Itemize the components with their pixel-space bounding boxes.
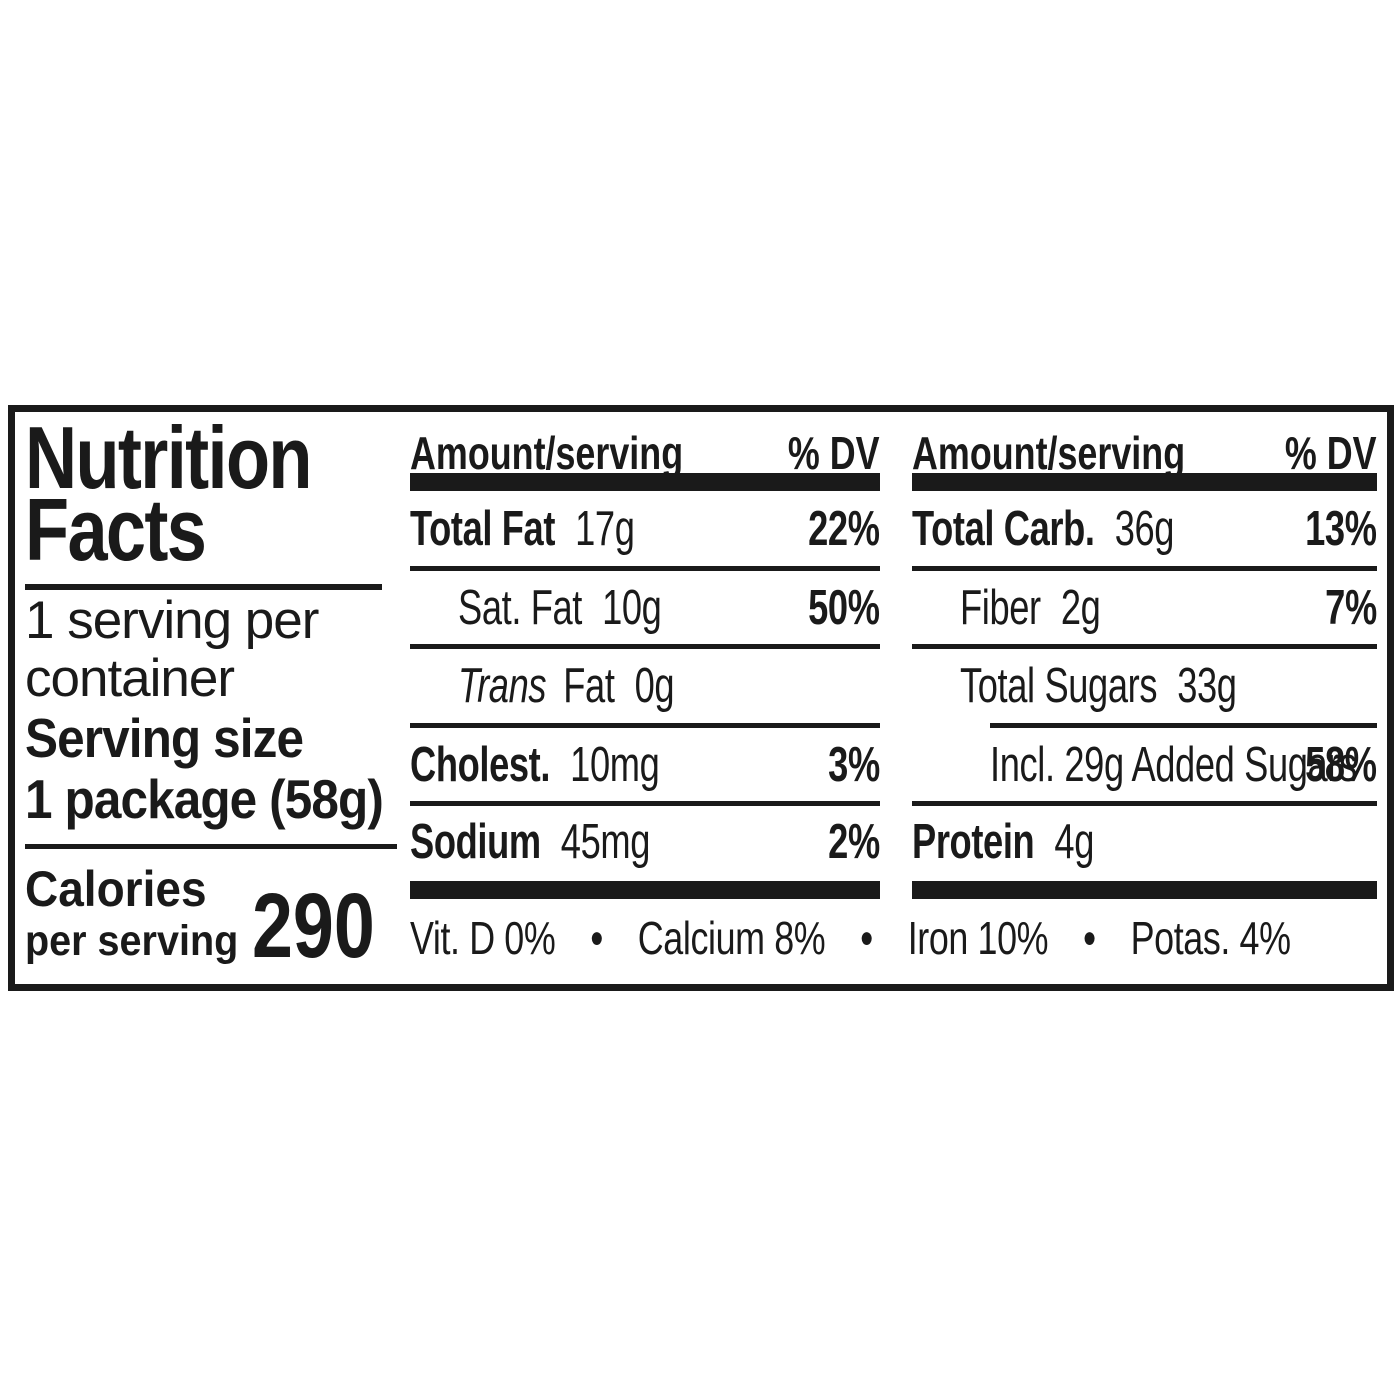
title-divider-rule xyxy=(25,584,382,590)
nutrient-name: Incl. 29g Added Sugars xyxy=(990,737,1357,792)
bullet-icon: ● xyxy=(859,921,874,954)
servings-line1: 1 serving per xyxy=(25,591,319,650)
panel-title-line1: Nutrition xyxy=(25,408,312,507)
nutrient-text: Trans Fat 0g xyxy=(458,658,675,714)
daily-value: 58% xyxy=(1305,737,1378,792)
nutrient-row-total-carb: Total Carb. 36g 13% xyxy=(912,494,1377,564)
nutrient-name: Fat xyxy=(563,659,615,713)
percent-dv-header: % DV xyxy=(1285,427,1377,479)
calories-value: 290 xyxy=(252,875,375,977)
nutrient-name: Total Fat xyxy=(410,502,556,556)
serving-divider-rule xyxy=(25,844,397,849)
nutrient-amount: 36g xyxy=(1114,502,1175,556)
nutrient-amount: 10mg xyxy=(570,737,660,792)
nutrient-text: Protein 4g xyxy=(912,814,1094,870)
nutrient-amount: 10g xyxy=(602,580,662,635)
footer-thick-bar xyxy=(912,881,1377,899)
nutrient-text: Cholest. 10mg xyxy=(410,737,660,793)
serving-size: Serving size 1 package (58g) xyxy=(25,707,384,830)
micronutrient-calcium: Calcium 8% xyxy=(637,912,826,964)
panel-title: Nutrition Facts xyxy=(25,408,312,579)
row-divider-rule xyxy=(410,566,880,571)
nutrient-row-sat-fat: Sat. Fat 10g 50% xyxy=(410,571,880,644)
nutrient-name: Sodium xyxy=(410,815,541,869)
nutrient-text: Fiber 2g xyxy=(960,580,1101,636)
header-thick-bar xyxy=(912,473,1377,491)
daily-value: 13% xyxy=(1305,502,1378,556)
row-divider-rule-indented xyxy=(990,723,1377,728)
daily-value: 22% xyxy=(808,502,881,556)
percent-dv-header: % DV xyxy=(788,427,880,479)
amount-per-serving-header: Amount/serving xyxy=(912,427,1186,479)
bullet-icon: ● xyxy=(589,921,604,954)
amount-per-serving-header: Amount/serving xyxy=(410,427,684,479)
nutrient-amount: 45mg xyxy=(560,815,651,869)
daily-value: 2% xyxy=(828,815,880,869)
footer-thick-bar xyxy=(410,881,880,899)
nutrient-amount: 33g xyxy=(1177,659,1237,713)
nutrient-row-total-sugars: Total Sugars 33g xyxy=(912,649,1377,723)
nutrient-row-added-sugars: Incl. 29g Added Sugars 58% xyxy=(912,728,1377,801)
nutrient-name: Fiber xyxy=(960,580,1041,635)
header-thick-bar xyxy=(410,473,880,491)
nutrient-name: Cholest. xyxy=(410,737,551,792)
nutrient-text: Sat. Fat 10g xyxy=(458,580,662,636)
micronutrient-vitamin-d: Vit. D 0% xyxy=(410,912,556,964)
panel-title-line2: Facts xyxy=(25,480,207,579)
nutrient-text: Sodium 45mg xyxy=(410,814,650,870)
nutrient-row-protein: Protein 4g xyxy=(912,806,1377,878)
nutrient-name: Total Sugars xyxy=(960,659,1158,713)
nutrient-name: Sat. Fat xyxy=(458,580,583,635)
nutrient-text: Total Carb. 36g xyxy=(912,501,1174,557)
row-divider-rule xyxy=(912,644,1377,649)
micronutrient-iron: Iron 10% xyxy=(907,912,1049,964)
nutrient-amount: 4g xyxy=(1054,815,1094,869)
nutrient-row-fiber: Fiber 2g 7% xyxy=(912,571,1377,644)
row-divider-rule xyxy=(912,801,1377,806)
row-divider-rule xyxy=(410,723,880,728)
micronutrient-line: Vit. D 0% ● Calcium 8% ● Iron 10% ● Pota… xyxy=(410,906,1291,970)
row-divider-rule xyxy=(912,566,1377,571)
serving-size-label: Serving size xyxy=(25,707,304,769)
nutrient-text: Total Fat 17g xyxy=(410,501,635,557)
calories-label-line2: per serving xyxy=(25,917,239,965)
servings-line2: container xyxy=(25,649,235,708)
nutrient-name: Total Carb. xyxy=(912,502,1095,556)
nutrient-amount: 0g xyxy=(634,659,675,713)
daily-value: 7% xyxy=(1325,580,1377,635)
calories-label-line1: Calories xyxy=(25,861,207,917)
nutrient-row-cholesterol: Cholest. 10mg 3% xyxy=(410,728,880,801)
nutrient-name: Protein xyxy=(912,815,1035,869)
calories-label: Calories per serving xyxy=(25,862,238,966)
row-divider-rule xyxy=(410,644,880,649)
nutrient-amount: 17g xyxy=(575,502,635,556)
row-divider-rule xyxy=(410,801,880,806)
serving-size-value: 1 package (58g) xyxy=(25,768,384,830)
bullet-icon: ● xyxy=(1082,921,1097,954)
nutrient-column-carb-protein: Amount/serving % DV Total Carb. 36g 13% … xyxy=(912,412,1377,984)
nutrient-text: Total Sugars 33g xyxy=(960,658,1237,714)
nutrient-text: Incl. 29g Added Sugars xyxy=(990,737,1357,793)
daily-value: 50% xyxy=(808,580,881,635)
daily-value: 3% xyxy=(828,737,880,792)
micronutrient-potassium: Potas. 4% xyxy=(1130,912,1291,964)
nutrient-column-fat-sodium: Amount/serving % DV Total Fat 17g 22% Sa… xyxy=(410,412,880,984)
nutrient-name-italic: Trans xyxy=(458,659,547,713)
nutrient-row-total-fat: Total Fat 17g 22% xyxy=(410,494,880,564)
nutrition-facts-panel: Nutrition Facts 1 serving per container … xyxy=(8,405,1394,991)
nutrient-amount: 2g xyxy=(1060,580,1101,635)
servings-per-container: 1 serving per container xyxy=(25,591,319,708)
nutrient-row-trans-fat: Trans Fat 0g xyxy=(410,649,880,723)
column-header: Amount/serving % DV xyxy=(912,426,1377,479)
nutrient-row-sodium: Sodium 45mg 2% xyxy=(410,806,880,878)
column-header: Amount/serving % DV xyxy=(410,426,880,479)
